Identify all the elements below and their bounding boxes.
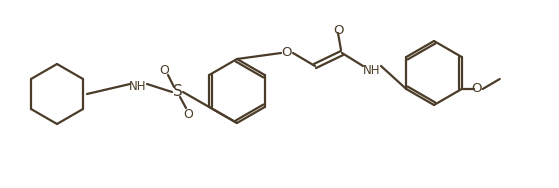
Text: NH: NH [363,64,381,77]
Text: O: O [183,108,193,121]
Text: O: O [333,24,343,36]
Text: O: O [282,46,292,59]
Text: NH: NH [129,80,147,92]
Text: S: S [173,84,183,99]
Text: O: O [471,83,482,96]
Text: O: O [159,64,169,77]
